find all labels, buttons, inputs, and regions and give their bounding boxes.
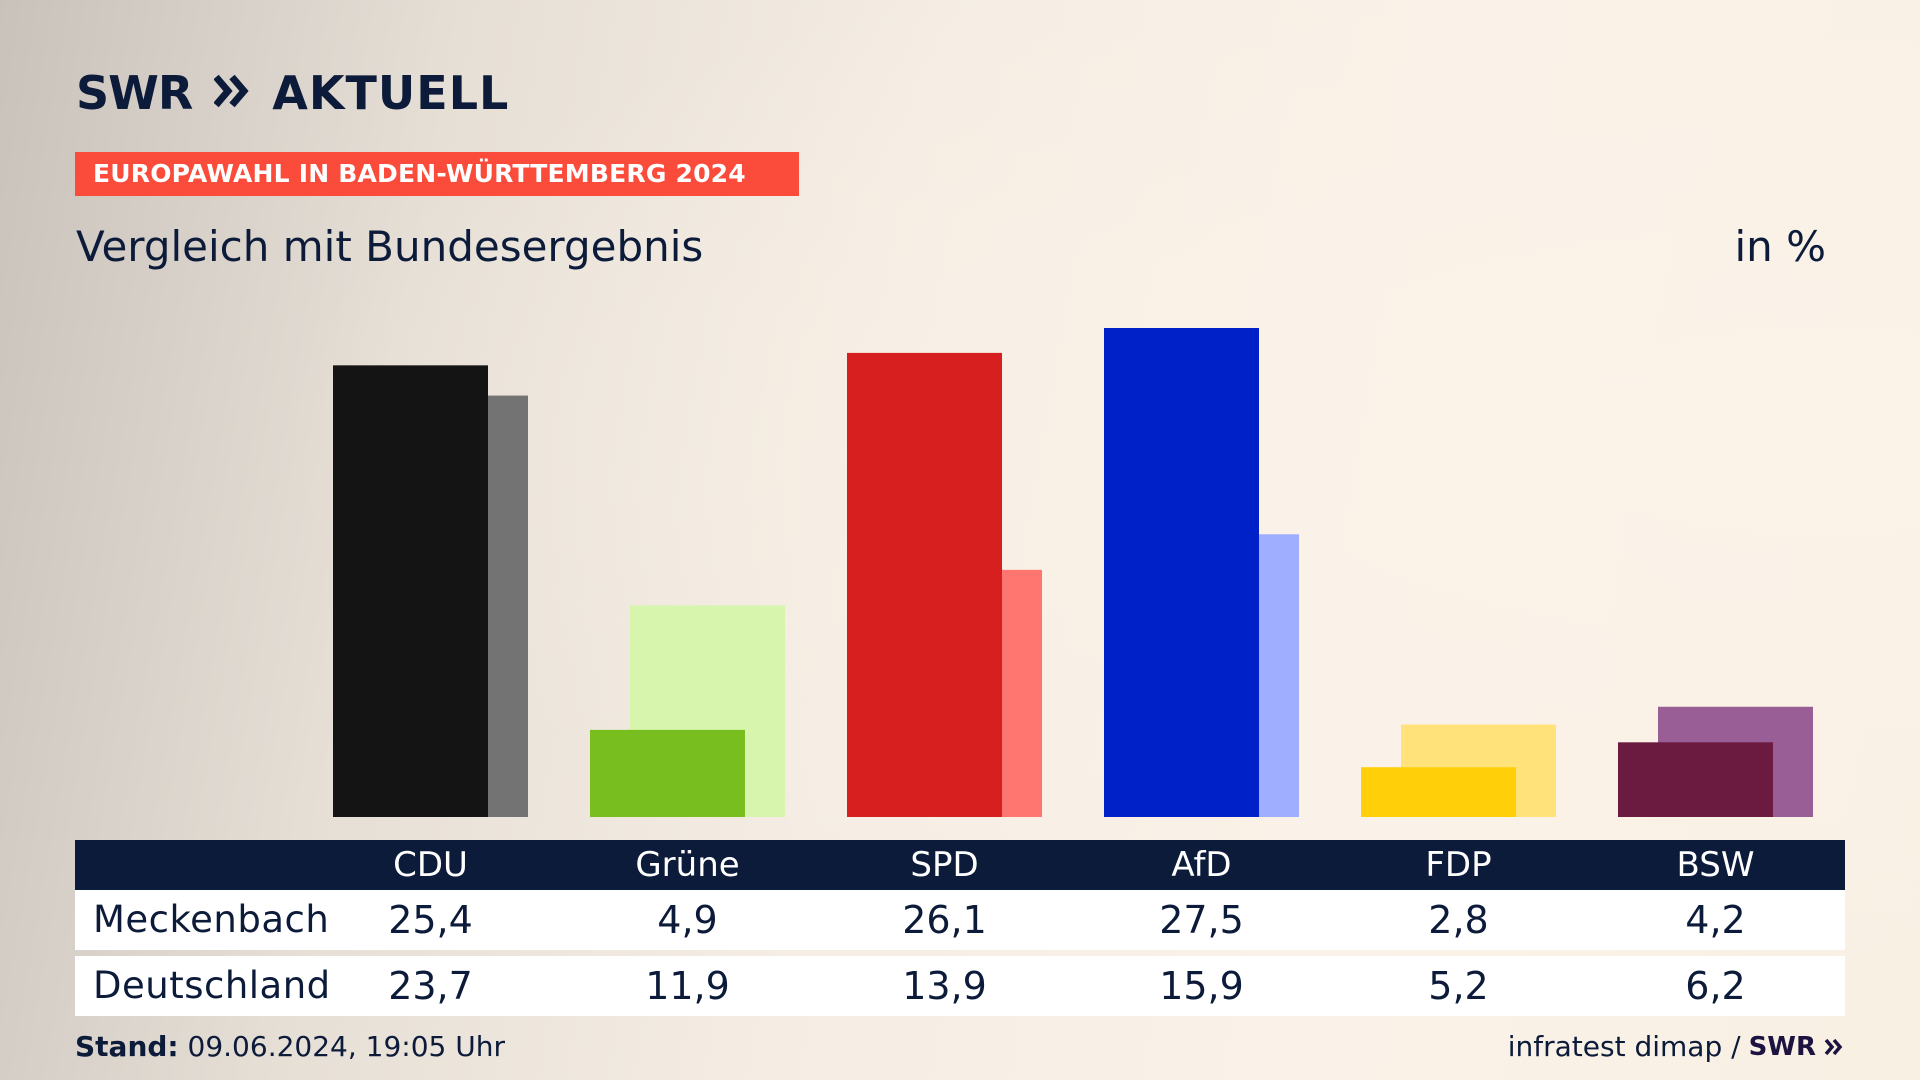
source-text: infratest dimap / <box>1507 1030 1741 1063</box>
results-table: CDU Grüne SPD AfD FDP BSW Meckenbach 25,4 4,9 2… <box>75 840 1845 1016</box>
row-label-meckenbach: Meckenbach <box>93 898 330 941</box>
logo-swr-text: SWR <box>76 66 193 120</box>
bar-afd-meckenbach <box>1104 328 1259 817</box>
stand-label: Stand: <box>75 1030 179 1063</box>
table-row: Deutschland 23,7 11,9 13,9 15,9 5,2 6,2 <box>75 956 1845 1016</box>
value-deutschland-gruene: 11,9 <box>645 964 730 1008</box>
value-meckenbach-cdu: 25,4 <box>388 898 473 942</box>
bar-chart <box>333 328 1813 817</box>
value-meckenbach-gruene: 4,9 <box>657 898 718 942</box>
bar-bsw-meckenbach <box>1618 742 1773 817</box>
timestamp: Stand: 09.06.2024, 19:05 Uhr <box>75 1030 505 1063</box>
bar-fdp-meckenbach <box>1361 767 1516 817</box>
value-meckenbach-spd: 26,1 <box>902 898 987 942</box>
source-brand: SWR <box>1748 1031 1816 1062</box>
col-header-bsw: BSW <box>1676 845 1755 885</box>
col-header-fdp: FDP <box>1425 845 1492 885</box>
chart-subtitle: Vergleich mit Bundesergebnis <box>76 222 704 271</box>
value-deutschland-spd: 13,9 <box>902 964 987 1008</box>
election-banner: EUROPAWAHL IN BADEN-WÜRTTEMBERG 2024 <box>75 152 799 196</box>
col-header-cdu: CDU <box>393 845 468 885</box>
row-label-deutschland: Deutschland <box>93 964 331 1007</box>
double-chevron-small-icon <box>1824 1030 1844 1063</box>
value-meckenbach-fdp: 2,8 <box>1428 898 1489 942</box>
table-row: Meckenbach 25,4 4,9 26,1 27,5 2,8 4,2 <box>75 890 1845 950</box>
unit-label: in % <box>1734 222 1826 271</box>
table-header: CDU Grüne SPD AfD FDP BSW <box>75 840 1845 890</box>
value-deutschland-afd: 15,9 <box>1159 964 1244 1008</box>
double-chevron-icon <box>213 74 250 112</box>
col-header-afd: AfD <box>1171 845 1232 885</box>
col-header-gruene: Grüne <box>635 845 740 885</box>
swr-aktuell-logo: SWR AKTUELL <box>76 66 509 120</box>
source-credit: infratest dimap / SWR <box>1508 1030 1844 1063</box>
bar-spd-meckenbach <box>847 352 1002 817</box>
value-deutschland-cdu: 23,7 <box>388 964 473 1008</box>
logo-aktuell-text: AKTUELL <box>272 66 510 120</box>
value-deutschland-bsw: 6,2 <box>1685 964 1746 1008</box>
col-header-spd: SPD <box>910 845 979 885</box>
value-meckenbach-bsw: 4,2 <box>1685 898 1746 942</box>
stand-value: 09.06.2024, 19:05 Uhr <box>187 1030 505 1063</box>
value-meckenbach-afd: 27,5 <box>1159 898 1244 942</box>
bar-gruene-meckenbach <box>590 729 745 817</box>
value-deutschland-fdp: 5,2 <box>1428 964 1489 1008</box>
bar-cdu-meckenbach <box>333 365 488 817</box>
